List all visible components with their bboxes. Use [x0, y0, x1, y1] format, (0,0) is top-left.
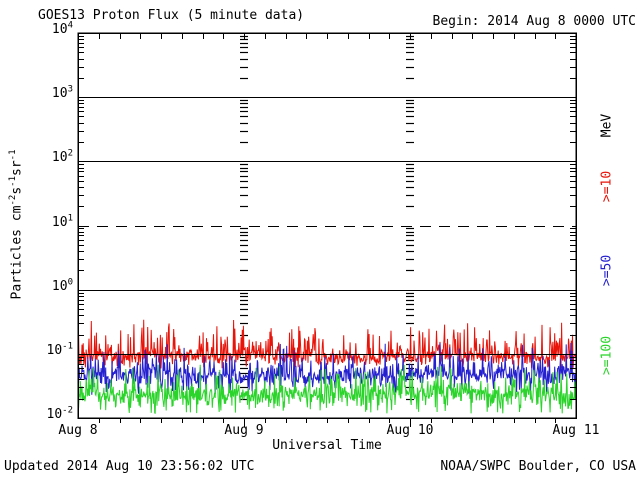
x-axis-title: Universal Time	[272, 438, 382, 453]
legend-label-ge100: >=100	[599, 335, 615, 376]
begin-time-label: Begin: 2014 Aug 8 0000 UTC	[432, 14, 637, 29]
y-tick-label-1e2: 102	[51, 149, 73, 166]
y-tick-label-1e-2: 10-2	[46, 405, 74, 422]
y-tick-label-1e0: 100	[51, 277, 73, 294]
updated-timestamp: Updated 2014 Aug 10 23:56:02 UTC	[4, 459, 255, 474]
y-tick-label-1e3: 103	[51, 84, 73, 102]
y-tick-label-1e1: 101	[51, 213, 73, 230]
x-tick-label-aug-8: Aug 8	[58, 423, 98, 438]
y-tick-label-1e-1: 10-1	[46, 341, 74, 358]
series-line-50	[78, 342, 576, 396]
credit-label: NOAA/SWPC Boulder, CO USA	[440, 459, 636, 474]
x-tick-label-aug-11: Aug 11	[552, 423, 600, 438]
y-axis-title: Particles cm-2s-1sr-1	[8, 149, 25, 300]
x-tick-label-aug-10: Aug 10	[386, 423, 434, 438]
y-tick-label-1e4: 104	[51, 20, 73, 37]
series-line-10	[78, 319, 576, 369]
chart-title: GOES13 Proton Flux (5 minute data)	[38, 8, 305, 23]
x-tick-label-aug-9: Aug 9	[224, 423, 264, 438]
series-line-100	[78, 364, 576, 414]
